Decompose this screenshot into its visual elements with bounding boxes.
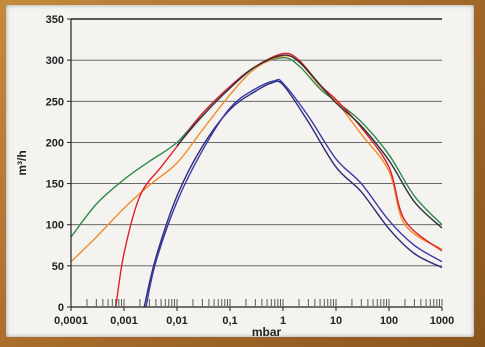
x-tick-label: 0,0001 [54, 315, 88, 327]
series-line-4 [143, 80, 443, 308]
y-tick-label: 300 [46, 55, 64, 67]
series-lines [70, 52, 443, 308]
x-tick-label: 10 [330, 315, 342, 327]
y-tick-label: 200 [46, 137, 64, 149]
y-tick-label: 50 [52, 261, 64, 273]
series-line-1 [70, 56, 443, 238]
y-axis-label: m³/h [15, 150, 29, 175]
x-tick-label: 0,1 [222, 315, 237, 327]
x-tick-label: 100 [380, 315, 398, 327]
series-line-5 [145, 78, 443, 308]
axes [67, 18, 443, 311]
series-line-3 [115, 52, 443, 308]
y-tick-label: 350 [46, 14, 64, 26]
x-tick-label: 0,01 [166, 315, 187, 327]
tick-labels: 0 50 100 150 200 250 300 350 0,0001 0,001 0,01 0,1 1… [46, 14, 455, 327]
x-tick-label: 1 [280, 315, 286, 327]
x-tick-label: 1000 [430, 315, 454, 327]
x-axis-label: mbar [252, 325, 282, 337]
x-tick-label: 0,001 [110, 315, 138, 327]
series-line-6 [176, 54, 443, 229]
grid-lines [71, 18, 442, 267]
y-tick-label: 0 [58, 302, 64, 314]
chart-panel: 0 50 100 150 200 250 300 350 0,0001 0,001 0,01 0,1 1… [6, 5, 474, 337]
y-tick-label: 250 [46, 96, 64, 108]
y-tick-label: 100 [46, 220, 64, 232]
series-line-2 [70, 55, 443, 263]
y-tick-label: 150 [46, 179, 64, 191]
pumping-speed-chart: 0 50 100 150 200 250 300 350 0,0001 0,001 0,01 0,1 1… [15, 14, 455, 337]
